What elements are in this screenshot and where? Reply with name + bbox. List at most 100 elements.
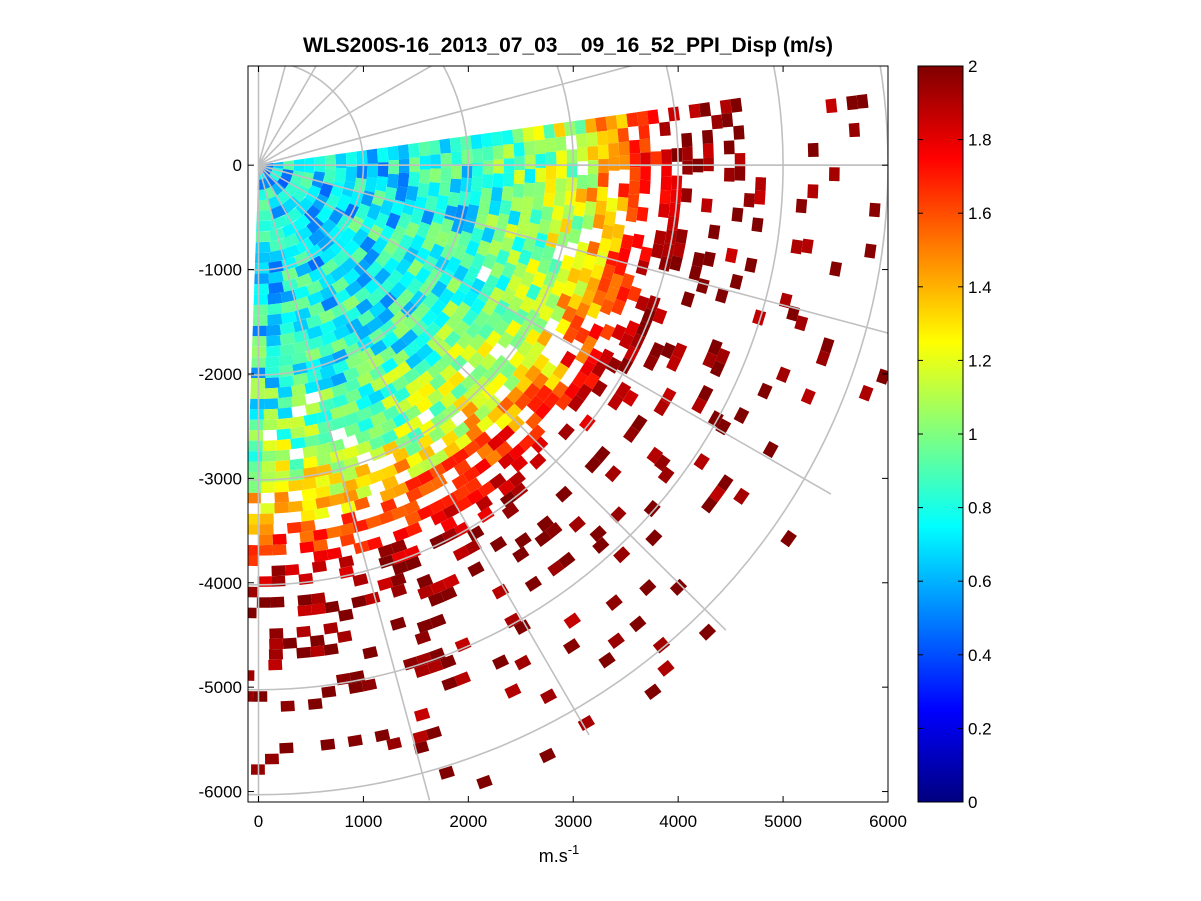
ppi-cell: [539, 747, 556, 764]
ppi-cell: [461, 164, 473, 179]
ppi-cell: [599, 323, 616, 341]
ppi-cell: [649, 342, 665, 359]
ppi-cell: [575, 302, 591, 319]
ppi-cell: [629, 153, 641, 168]
ppi-cell: [493, 319, 510, 337]
ppi-cell: [306, 280, 324, 296]
ppi-cell: [680, 188, 693, 203]
ppi-cell: [412, 730, 429, 744]
ppi-cell: [530, 245, 545, 262]
ppi-cell: [544, 373, 561, 391]
ppi-cell: [659, 189, 672, 205]
ppi-cell: [418, 445, 436, 462]
ppi-cell: [351, 228, 369, 247]
ppi-cell: [474, 431, 492, 449]
ppi-cell: [364, 277, 382, 295]
ppi-cell: [307, 698, 323, 710]
ppi-cell: [267, 292, 283, 305]
ppi-cell: [477, 201, 491, 217]
ppi-cell: [482, 252, 498, 270]
ppi-cell: [392, 527, 410, 542]
ppi-cell: [599, 298, 615, 316]
ppi-cell: [319, 320, 337, 336]
ppi-cell: [574, 347, 591, 365]
ppi-cell: [378, 554, 395, 569]
ppi-cell: [660, 342, 676, 359]
ppi-cell: [434, 230, 450, 248]
ppi-cell: [361, 678, 378, 692]
ppi-cell: [310, 592, 326, 605]
ppi-cell: [427, 659, 444, 674]
ppi-cell: [452, 448, 470, 465]
ppi-cell: [493, 159, 504, 174]
ppi-cell: [248, 513, 260, 525]
ppi-cell: [453, 320, 470, 338]
ppi-cell: [369, 339, 388, 356]
ppi-cell: [586, 187, 598, 203]
ppi-cell: [403, 340, 421, 358]
ppi-cell: [279, 322, 296, 335]
ppi-cell: [249, 409, 264, 420]
ppi-cell: [540, 206, 554, 222]
ppi-cell: [366, 203, 382, 221]
ppi-cell: [733, 125, 745, 140]
ppi-cell: [408, 171, 420, 187]
ppi-cell: [507, 415, 525, 433]
ppi-cell: [265, 753, 279, 765]
ppi-cell: [257, 179, 265, 191]
ppi-cell: [386, 737, 402, 751]
ppi-cell: [411, 319, 429, 337]
ppi-cell: [567, 293, 583, 311]
ppi-cell: [625, 207, 638, 223]
ppi-cell: [780, 529, 797, 548]
ppi-cell: [377, 307, 395, 325]
ppi-cell: [511, 236, 526, 253]
ppi-cell: [279, 343, 296, 356]
ppi-cell: [499, 491, 518, 508]
ppi-cell: [272, 544, 287, 556]
ppi-cell: [343, 366, 360, 382]
ppi-cell: [262, 440, 278, 452]
ppi-cell: [495, 249, 510, 266]
ppi-cell: [638, 124, 650, 140]
ppi-cell: [566, 267, 582, 284]
ppi-cell: [280, 700, 295, 712]
ppi-cell: [275, 460, 291, 472]
ppi-cell: [569, 314, 585, 332]
ppi-cell: [405, 521, 423, 537]
ppi-cell: [366, 289, 385, 307]
ppi-cell: [628, 180, 641, 195]
ppi-cell: [328, 482, 345, 496]
ppi-cell: [248, 607, 257, 619]
ppi-cell: [601, 263, 616, 280]
ppi-cell: [391, 505, 408, 521]
ppi-cell: [790, 239, 803, 255]
ppi-cell: [283, 207, 303, 225]
ppi-cell: [301, 488, 317, 501]
ppi-cell: [293, 285, 311, 300]
ppi-cell: [441, 492, 459, 508]
ppi-cell: [355, 324, 373, 341]
ppi-cell: [752, 309, 767, 326]
ppi-cell: [355, 203, 371, 221]
ppi-cell: [290, 426, 306, 439]
ppi-cell: [563, 612, 581, 629]
ppi-cell: [693, 453, 710, 471]
ppi-cell: [407, 259, 424, 277]
ppi-cell: [532, 125, 545, 141]
ppi-cell: [447, 191, 461, 208]
ppi-cell: [417, 505, 434, 521]
ppi-cell: [266, 345, 281, 358]
ppi-cell: [564, 191, 577, 206]
ppi-cell: [318, 387, 335, 402]
ppi-cell: [329, 265, 348, 283]
ppi-cell: [513, 170, 525, 185]
ppi-cell: [524, 169, 536, 184]
ppi-cell: [312, 528, 329, 542]
ppi-cell: [661, 242, 675, 259]
ppi-cell: [503, 172, 515, 187]
ppi-cell: [691, 251, 705, 268]
colorbar-tick-label: 0.4: [968, 646, 992, 665]
ppi-cell: [451, 217, 466, 235]
ppi-cell: [268, 260, 284, 274]
